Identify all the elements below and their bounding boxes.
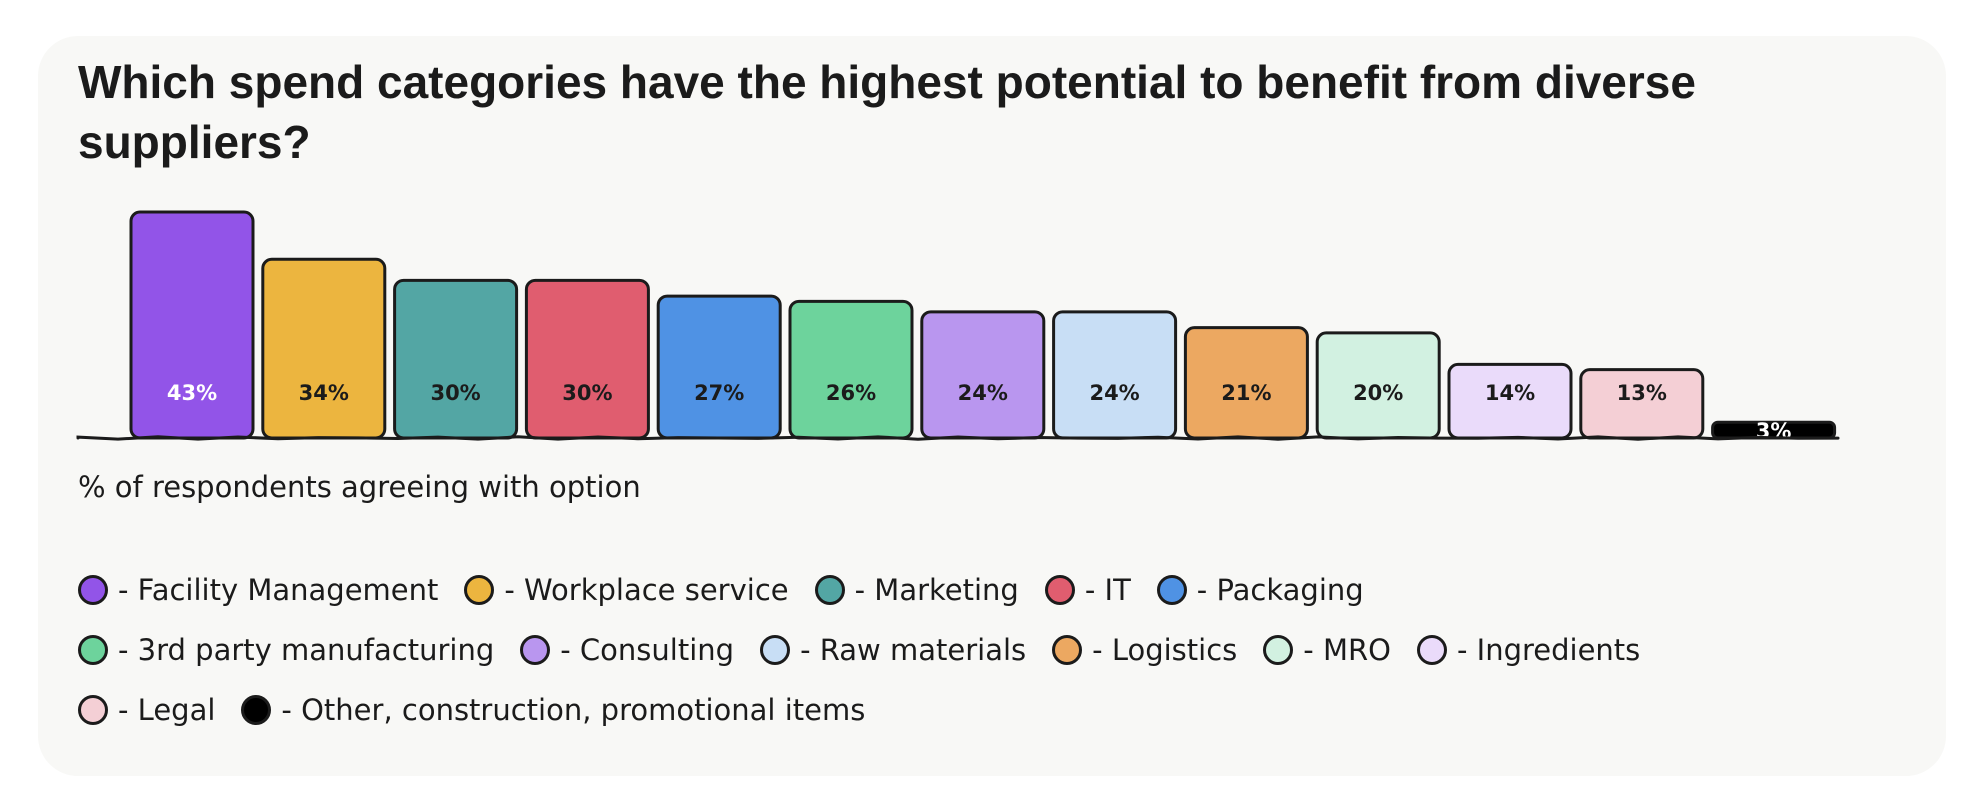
legend-item: - MRO [1263,633,1391,667]
legend-label: - Legal [118,693,216,727]
bar-value-label: 43% [167,381,217,405]
legend-item: - Facility Management [78,573,438,607]
legend-swatch-icon [1156,575,1187,605]
legend-swatch-icon [241,695,272,725]
x-axis-baseline [76,435,1840,441]
legend-swatch-icon [1416,635,1447,665]
legend-row: - 3rd party manufacturing - Consulting - R… [78,620,1938,680]
bar-8 [1052,310,1178,440]
legend-item: - Other, construction, promotional items [241,693,865,727]
chart-title: Which spend categories have the highest … [78,56,1696,168]
legend-label: - Packaging [1196,573,1364,607]
bar-value-label: 3% [1756,419,1792,443]
legend-label: - Consulting [560,633,735,667]
bar-value-label: 30% [430,381,480,405]
legend-item: - Logistics [1052,633,1237,667]
legend-swatch-icon [78,575,108,605]
legend-label: - IT [1084,573,1131,607]
legend-row: - Legal - Other, construction, promotiona… [78,680,1938,740]
legend-item: - Legal [78,693,215,727]
legend-swatch-icon [520,635,551,665]
legend-swatch-icon [814,575,845,605]
bar-3 [393,278,519,440]
legend-item: - Packaging [1156,573,1364,607]
bar-value-label: 26% [826,381,876,405]
legend-swatch-icon [78,695,108,725]
bar-value-label: 30% [562,381,612,405]
legend-label: - Logistics [1092,633,1238,667]
bar-value-label: 13% [1617,381,1667,405]
bar-2 [261,257,387,440]
legend-item: - Consulting [520,633,734,667]
legend-swatch-icon [1044,575,1075,605]
legend-swatch-icon [464,575,495,605]
bar-5 [656,294,782,440]
legend-label: - Workplace service [504,573,789,607]
legend-label: - 3rd party manufacturing [118,633,495,667]
legend-label: - MRO [1303,633,1391,667]
bar-value-label: 24% [958,381,1008,405]
legend-item: - IT [1044,573,1131,607]
legend-item: - Marketing [814,573,1019,607]
bar-7 [920,310,1046,440]
legend-swatch-icon [1263,635,1294,665]
bars-layer: 43% 34% 30% 30% 27% 26% 24% 24% 21% 20% 14% 13% 3% [129,210,1837,443]
legend-item: - Workplace service [464,573,789,607]
legend-item: - Raw materials [760,633,1026,667]
legend-label: - Other, construction, promotional items [281,693,866,727]
bar-4 [524,278,650,440]
bar-value-label: 20% [1353,381,1403,405]
legend-item: - 3rd party manufacturing [78,633,494,667]
bar-6 [788,299,914,440]
axis-caption: % of respondents agreeing with option [78,470,641,504]
legend-label: - Facility Management [118,573,439,607]
legend-swatch-icon [78,635,108,665]
legend: - Facility Management - Workplace service… [78,560,1938,740]
legend-swatch-icon [760,635,791,665]
legend-swatch-icon [1052,635,1083,665]
legend-label: - Ingredients [1456,633,1641,667]
bar-value-label: 34% [299,381,349,405]
bar-value-label: 27% [694,381,744,405]
bar-value-label: 24% [1089,381,1139,405]
bar-value-label: 14% [1485,381,1535,405]
legend-label: - Raw materials [800,633,1027,667]
legend-row: - Facility Management - Workplace service… [78,560,1938,620]
legend-item: - Ingredients [1416,633,1641,667]
bar-value-label: 21% [1221,381,1271,405]
legend-label: - Marketing [854,573,1019,607]
